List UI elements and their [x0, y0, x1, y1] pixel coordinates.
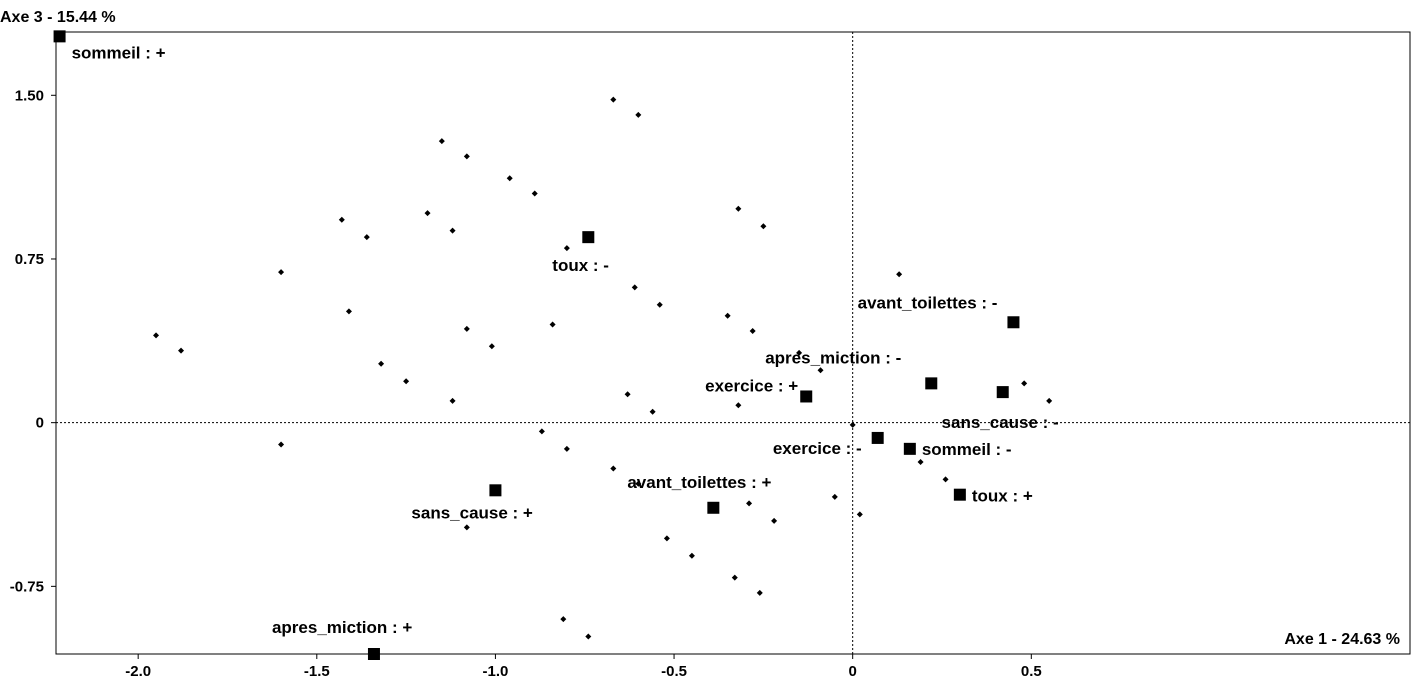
individual-point — [635, 111, 642, 118]
individual-point — [585, 633, 592, 640]
individual-point — [735, 402, 742, 409]
individual-point — [656, 301, 663, 308]
individual-point — [563, 445, 570, 452]
y-tick-label: 1.50 — [15, 87, 44, 104]
category-label: exercice : + — [705, 376, 798, 395]
y-tick-label: 0.75 — [15, 251, 44, 268]
individual-point — [345, 308, 352, 315]
individual-point — [635, 480, 642, 487]
y-tick-label: 0 — [36, 415, 44, 432]
individual-point — [735, 205, 742, 212]
individual-point — [438, 138, 445, 145]
individual-point — [760, 223, 767, 230]
individual-point — [488, 343, 495, 350]
individual-point — [549, 321, 556, 328]
individual-point — [856, 511, 863, 518]
category-points: sommeil : + toux : - avant_toilettes : - ap… — [53, 30, 1059, 660]
x-tick-label: 0.5 — [1021, 663, 1042, 680]
category-label: toux : + — [972, 487, 1033, 506]
individual-point — [363, 234, 370, 241]
individual-point — [771, 517, 778, 524]
individual-point — [449, 227, 456, 234]
category-label: toux : - — [552, 256, 609, 275]
individual-point — [538, 428, 545, 435]
plot-area — [55, 31, 1411, 655]
individual-point — [688, 552, 695, 559]
individual-point — [796, 349, 803, 356]
category-point — [707, 501, 720, 514]
individual-point — [278, 441, 285, 448]
individual-point — [1021, 380, 1028, 387]
individual-point — [563, 245, 570, 252]
individual-point — [749, 327, 756, 334]
category-point — [800, 390, 813, 403]
category-point — [53, 30, 66, 43]
category-label: sommeil : - — [922, 440, 1012, 459]
individual-point — [817, 367, 824, 374]
category-point — [925, 377, 938, 390]
x-tick-label: 0 — [849, 663, 857, 680]
individual-point — [942, 476, 949, 483]
category-label: sommeil : + — [72, 43, 166, 62]
category-point — [1007, 316, 1020, 329]
individual-point — [624, 391, 631, 398]
individual-point — [178, 347, 185, 354]
individual-point — [896, 271, 903, 278]
y-tick-label: -0.75 — [10, 578, 44, 595]
individual-points — [153, 96, 1053, 640]
x-tick-label: -0.5 — [661, 663, 687, 680]
individual-point — [610, 96, 617, 103]
individual-point — [449, 397, 456, 404]
y-axis-title: Axe 3 - 15.44 % — [0, 9, 116, 26]
individual-point — [849, 421, 856, 428]
individual-point — [463, 524, 470, 531]
category-label: sans_cause : - — [942, 413, 1059, 432]
individual-point — [338, 216, 345, 223]
x-tick-label: -2.0 — [125, 663, 151, 680]
individual-point — [424, 210, 431, 217]
x-tick-label: -1.0 — [482, 663, 508, 680]
individual-point — [506, 175, 513, 182]
individual-point — [917, 458, 924, 465]
individual-point — [731, 574, 738, 581]
category-point — [489, 484, 502, 497]
category-point — [367, 648, 380, 660]
category-label: sans_cause : + — [411, 503, 533, 522]
individual-point — [724, 312, 731, 319]
individual-point — [463, 153, 470, 160]
individual-point — [531, 190, 538, 197]
category-label: avant_toilettes : + — [627, 473, 771, 492]
individual-point — [463, 325, 470, 332]
category-label: exercice : - — [773, 439, 862, 458]
individual-point — [610, 465, 617, 472]
individual-point — [663, 535, 670, 542]
category-point — [903, 442, 916, 455]
individual-point — [378, 360, 385, 367]
individual-point — [756, 589, 763, 596]
individual-point — [278, 269, 285, 276]
category-point — [953, 488, 966, 501]
individual-point — [831, 493, 838, 500]
individual-point — [403, 378, 410, 385]
individual-point — [560, 616, 567, 623]
category-label: apres_miction : - — [765, 348, 901, 367]
individual-point — [153, 332, 160, 339]
individual-point — [1046, 397, 1053, 404]
x-axis-ticks: -2.0 -1.5 -1.0 -0.5 0 0.5 — [125, 654, 1042, 680]
category-point — [582, 231, 595, 244]
x-axis-title: Axe 1 - 24.63 % — [1284, 631, 1400, 648]
category-label: apres_miction : + — [272, 618, 412, 637]
y-axis-ticks: 1.50 0.75 0 -0.75 — [10, 87, 56, 595]
category-point — [996, 386, 1009, 399]
individual-point — [746, 500, 753, 507]
category-point — [871, 431, 884, 444]
individual-point — [649, 408, 656, 415]
x-tick-label: -1.5 — [304, 663, 330, 680]
individual-point — [631, 284, 638, 291]
category-label: avant_toilettes : - — [858, 293, 998, 312]
